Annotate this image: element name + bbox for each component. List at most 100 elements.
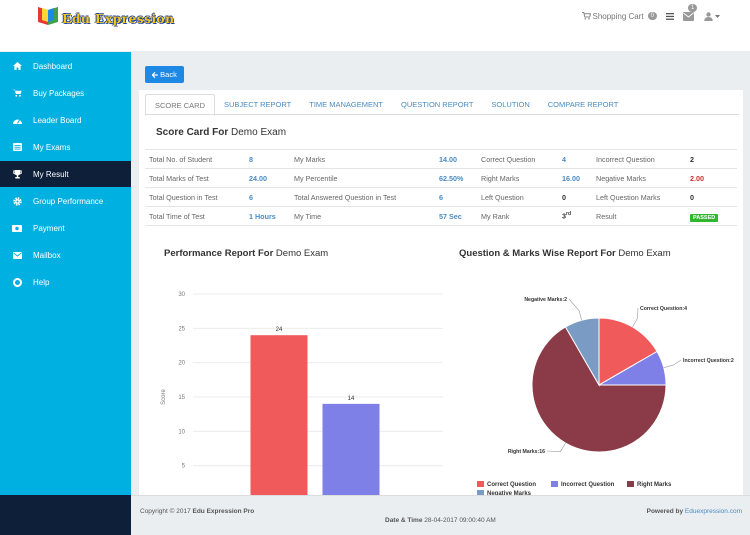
date-time: Date & Time 28-04-2017 09:00:40 AM	[385, 517, 496, 524]
y-tick-label: 5	[182, 464, 186, 470]
pie-leader-line	[568, 298, 582, 321]
powered-link[interactable]: Eduexpression.com	[684, 508, 742, 515]
table-row: Total No. of Student 8 My Marks 14.00 Co…	[145, 149, 737, 169]
stat-label: Total Time of Test	[145, 206, 245, 226]
envelope-icon	[683, 12, 694, 21]
sidebar-item-leader-board[interactable]: Leader Board	[0, 107, 131, 133]
question-marks-report-title: Question & Marks Wise Report For Demo Ex…	[459, 248, 671, 259]
mail-notification[interactable]: 1	[683, 4, 698, 22]
main-content: Back SCORE CARD SUBJECT REPORT TIME MANA…	[131, 52, 750, 535]
legend-label: Incorrect Question	[561, 482, 615, 488]
powered-prefix: Powered by	[646, 508, 685, 515]
legend-label: Negative Marks	[487, 491, 532, 497]
y-axis-label: Score	[161, 389, 167, 405]
sidebar-item-label: Dashboard	[33, 61, 73, 71]
stat-value: 6	[435, 187, 477, 207]
stat-label: Left Question Marks	[592, 187, 686, 207]
pie-leader-line	[663, 359, 682, 368]
sidebar-item-dashboard[interactable]: Dashboard	[0, 53, 131, 79]
date-time-value: 28-04-2017 09:00:40 AM	[422, 517, 496, 524]
sidebar-item-group-performance[interactable]: Group Performance	[0, 188, 131, 214]
bar-data-label: 14	[348, 396, 355, 402]
back-button[interactable]: Back	[145, 66, 184, 83]
tab-solution[interactable]: SOLUTION	[491, 100, 530, 109]
pie-exam-name: Demo Exam	[615, 248, 671, 259]
sidebar-item-label: Help	[33, 277, 50, 287]
question-marks-pie-chart: Correct Question:4 Incorrect Question:2 Ri…	[477, 297, 734, 497]
pie-slice-label: Right Marks:16	[508, 449, 545, 455]
pie-slice-label: Negative Marks:2	[524, 297, 567, 303]
score-card-table: Total No. of Student 8 My Marks 14.00 Co…	[145, 149, 737, 226]
y-tick-label: 25	[178, 326, 185, 332]
sidebar-item-my-result[interactable]: My Result	[0, 161, 131, 187]
table-row: Total Marks of Test 24.00 My Percentile …	[145, 168, 737, 188]
stat-value: 2.00	[686, 168, 737, 188]
pie-title-label: Question & Marks Wise Report For	[459, 248, 616, 259]
bar	[250, 335, 308, 500]
bar	[322, 403, 380, 500]
shopping-cart-link[interactable]: Shopping Cart 0	[581, 12, 657, 21]
stat-label: Left Question	[477, 187, 558, 207]
sidebar-item-my-exams[interactable]: My Exams	[0, 134, 131, 160]
tab-question-report[interactable]: QUESTION REPORT	[401, 100, 474, 109]
rank-number: 3	[562, 211, 566, 221]
stat-label: My Marks	[290, 149, 435, 169]
stat-value: 1 Hours	[245, 206, 290, 226]
performance-title-label: Performance Report For	[164, 248, 274, 259]
stat-value: 2	[686, 149, 737, 169]
sidebar-footer-band	[0, 495, 131, 535]
stat-label: My Rank	[477, 206, 558, 226]
tab-time-management[interactable]: TIME MANAGEMENT	[309, 100, 384, 109]
logo-text: Edu Expression	[62, 11, 175, 26]
passed-badge: PASSED	[690, 213, 719, 222]
pie-slice-label: Correct Question:4	[640, 306, 687, 312]
cart-icon	[581, 12, 591, 20]
performance-exam-name: Demo Exam	[273, 248, 329, 259]
copyright-prefix: Copyright © 2017	[140, 508, 193, 515]
stat-value: 57 Sec	[435, 206, 477, 226]
sidebar-item-label: My Result	[33, 169, 69, 179]
sidebar-item-label: Mailbox	[33, 250, 61, 260]
logo[interactable]: Edu Expression	[36, 6, 174, 30]
sidebar-item-mailbox[interactable]: Mailbox	[0, 242, 131, 268]
stat-value: 8	[245, 149, 290, 169]
sidebar-item-help[interactable]: Help	[0, 269, 131, 295]
pie-slice	[598, 317, 658, 386]
menu-icon[interactable]	[666, 12, 674, 20]
legend-swatch	[627, 481, 634, 487]
tab-compare-report[interactable]: COMPARE REPORT	[547, 100, 619, 109]
y-tick-label: 10	[178, 429, 185, 435]
table-row: Total Time of Test 1 Hours My Time 57 Se…	[145, 206, 737, 226]
stat-value: 16.00	[558, 168, 592, 188]
stat-value: 24.00	[245, 168, 290, 188]
stat-value: 0	[686, 187, 737, 207]
y-tick-label: 15	[178, 395, 185, 401]
cart-icon	[12, 88, 22, 98]
y-tick-label: 30	[178, 292, 185, 298]
user-menu[interactable]	[704, 11, 720, 21]
copyright-brand: Edu Expression Pro	[192, 508, 255, 515]
rank-suffix: rd	[566, 211, 571, 218]
stat-label: Correct Question	[477, 149, 558, 169]
y-tick-label: 20	[178, 361, 185, 367]
result-panel: SCORE CARD SUBJECT REPORT TIME MANAGEMEN…	[139, 90, 743, 534]
book-logo-icon	[38, 7, 58, 25]
sidebar-item-label: My Exams	[33, 142, 71, 152]
stat-value: 14.00	[435, 149, 477, 169]
pie-leader-line	[546, 442, 566, 452]
sidebar: Dashboard Buy Packages Leader Board My E…	[0, 52, 131, 535]
list-icon	[12, 142, 22, 152]
legend-label: Correct Question	[487, 482, 536, 488]
stat-label: Total Answered Question in Test	[290, 187, 435, 207]
mail-count-badge: 1	[688, 4, 698, 12]
top-right-menu: Shopping Cart 0 1	[581, 4, 720, 24]
score-card-title: Score Card For Demo Exam	[156, 127, 286, 138]
sidebar-item-buy-packages[interactable]: Buy Packages	[0, 80, 131, 106]
bar-data-label: 24	[276, 327, 283, 333]
copyright: Copyright © 2017 Edu Expression Pro	[140, 508, 254, 515]
dashboard-gauge-icon	[12, 115, 22, 125]
sidebar-item-payment[interactable]: Payment	[0, 215, 131, 241]
tab-subject-report[interactable]: SUBJECT REPORT	[224, 100, 292, 109]
tab-score-card[interactable]: SCORE CARD	[145, 94, 216, 116]
stat-value: 4	[558, 149, 592, 169]
